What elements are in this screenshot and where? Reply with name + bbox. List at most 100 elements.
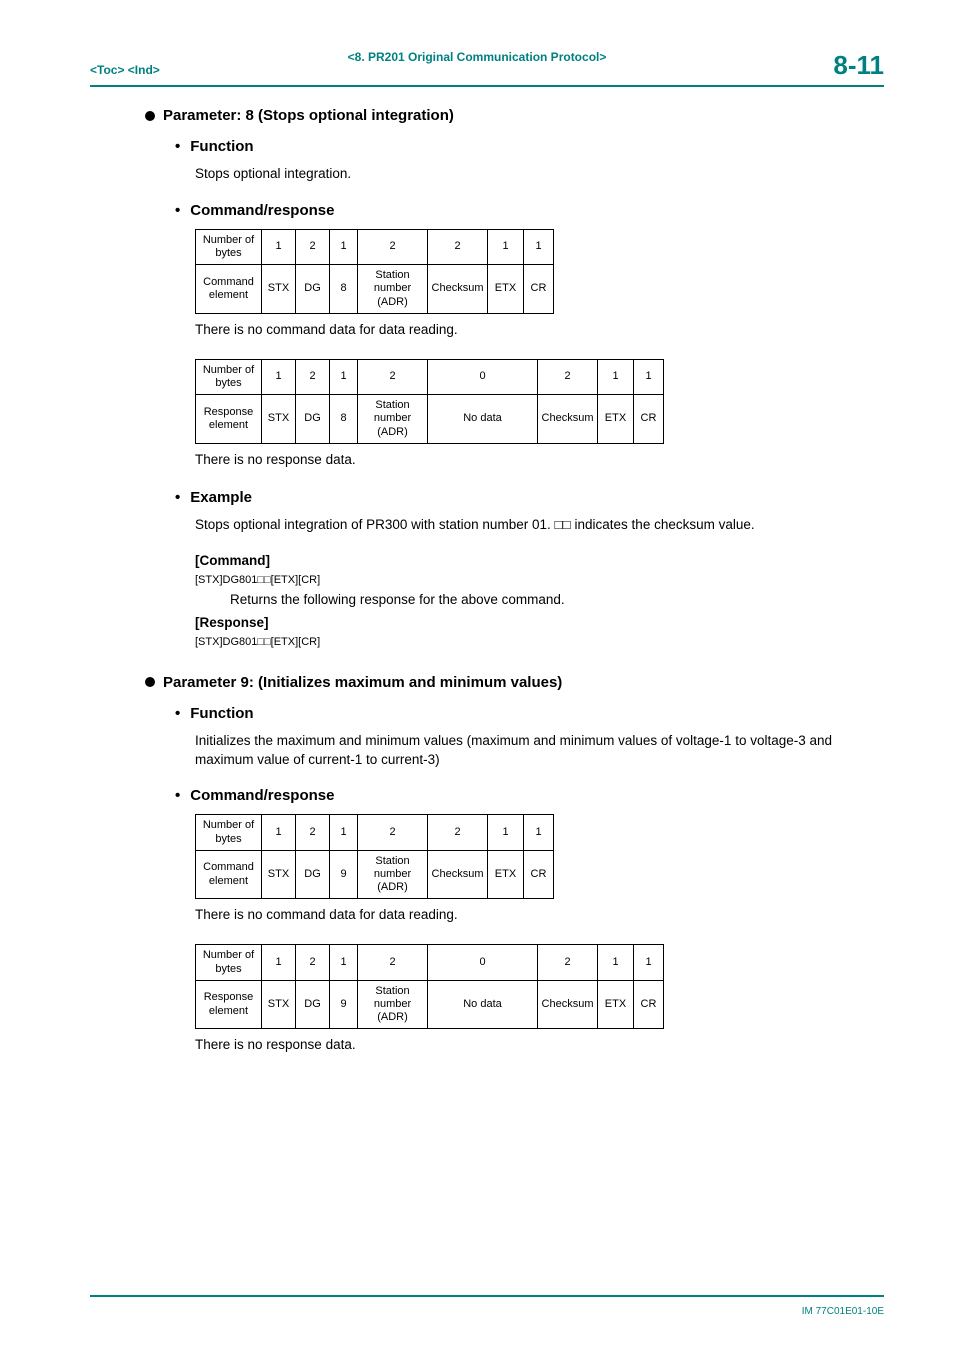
table-cell: 1 bbox=[598, 945, 634, 980]
table-cell: 1 bbox=[330, 945, 358, 980]
table-cell: Command element bbox=[196, 265, 262, 314]
table-cell: STX bbox=[262, 265, 296, 314]
param8-command-table: Number of bytes 1 2 1 2 2 1 1 Command el… bbox=[195, 229, 884, 314]
table-cell: Checksum bbox=[428, 850, 488, 899]
param9-function-heading: Function bbox=[175, 705, 884, 722]
table-cell: 8 bbox=[330, 395, 358, 444]
footer-rule bbox=[90, 1295, 884, 1297]
command-label: [Command] bbox=[195, 553, 884, 568]
param8-function-heading: Function bbox=[175, 138, 884, 155]
table-cell: 1 bbox=[330, 815, 358, 850]
bullet-icon bbox=[145, 677, 155, 687]
table-cell: DG bbox=[296, 980, 330, 1029]
page-number: 8-11 bbox=[833, 50, 884, 81]
table-cell: 1 bbox=[488, 229, 524, 264]
table-cell: 9 bbox=[330, 980, 358, 1029]
table-cell: ETX bbox=[488, 265, 524, 314]
table-cell: 1 bbox=[634, 359, 664, 394]
table-cell: Checksum bbox=[538, 395, 598, 444]
table-cell: ETX bbox=[598, 395, 634, 444]
table-cell: 1 bbox=[330, 359, 358, 394]
param9-cmd-caption: There is no command data for data readin… bbox=[195, 907, 884, 922]
param8-example-heading: Example bbox=[175, 489, 884, 506]
table-cell: CR bbox=[524, 265, 554, 314]
table-cell: Station number (ADR) bbox=[358, 395, 428, 444]
param9-command-table: Number of bytes 1 2 1 2 2 1 1 Command el… bbox=[195, 814, 884, 899]
table-cell: ETX bbox=[488, 850, 524, 899]
response-code: [STX]DG801□□[ETX][CR] bbox=[195, 636, 884, 648]
table-cell: Station number (ADR) bbox=[358, 980, 428, 1029]
param9-cr-heading: Command/response bbox=[175, 787, 884, 804]
table-cell: Number of bytes bbox=[196, 359, 262, 394]
table-cell: 1 bbox=[488, 815, 524, 850]
command-code: [STX]DG801□□[ETX][CR] bbox=[195, 574, 884, 586]
table-cell: 1 bbox=[524, 229, 554, 264]
param8-response-table: Number of bytes 1 2 1 2 0 2 1 1 Response… bbox=[195, 359, 884, 444]
table-cell: 2 bbox=[296, 945, 330, 980]
table-cell: STX bbox=[262, 395, 296, 444]
table-cell: No data bbox=[428, 980, 538, 1029]
param8-title: Parameter: 8 (Stops optional integration… bbox=[145, 107, 884, 124]
table-cell: 2 bbox=[428, 229, 488, 264]
table-cell: 8 bbox=[330, 265, 358, 314]
param9-resp-caption: There is no response data. bbox=[195, 1037, 884, 1052]
table-cell: 2 bbox=[296, 359, 330, 394]
page-header: <Toc> <Ind> <8. PR201 Original Communica… bbox=[90, 50, 884, 87]
table-cell: Number of bytes bbox=[196, 945, 262, 980]
param8-resp-caption: There is no response data. bbox=[195, 452, 884, 467]
table-cell: Checksum bbox=[538, 980, 598, 1029]
table-cell: Station number (ADR) bbox=[358, 850, 428, 899]
param8-cr-heading: Command/response bbox=[175, 202, 884, 219]
table-cell: 2 bbox=[296, 815, 330, 850]
footer-doc-id: IM 77C01E01-10E bbox=[802, 1306, 884, 1317]
table-cell: 0 bbox=[428, 945, 538, 980]
table-cell: Command element bbox=[196, 850, 262, 899]
table-cell: 1 bbox=[262, 945, 296, 980]
table-cell: 2 bbox=[538, 359, 598, 394]
table-cell: DG bbox=[296, 265, 330, 314]
table-cell: 2 bbox=[428, 815, 488, 850]
table-cell: 2 bbox=[296, 229, 330, 264]
table-cell: 2 bbox=[538, 945, 598, 980]
table-cell: 1 bbox=[262, 359, 296, 394]
table-cell: 1 bbox=[598, 359, 634, 394]
table-cell: Response element bbox=[196, 395, 262, 444]
table-cell: No data bbox=[428, 395, 538, 444]
table-cell: Response element bbox=[196, 980, 262, 1029]
param8-cmd-caption: There is no command data for data readin… bbox=[195, 322, 884, 337]
table-cell: 9 bbox=[330, 850, 358, 899]
table-cell: Number of bytes bbox=[196, 815, 262, 850]
table-cell: 2 bbox=[358, 945, 428, 980]
table-cell: DG bbox=[296, 850, 330, 899]
param9-response-table: Number of bytes 1 2 1 2 0 2 1 1 Response… bbox=[195, 944, 884, 1029]
table-cell: 1 bbox=[262, 815, 296, 850]
table-cell: CR bbox=[634, 395, 664, 444]
toc-link[interactable]: <Toc> <Ind> bbox=[90, 63, 160, 77]
chapter-title: <8. PR201 Original Communication Protoco… bbox=[348, 50, 607, 64]
table-cell: DG bbox=[296, 395, 330, 444]
command-return-text: Returns the following response for the a… bbox=[230, 592, 884, 607]
table-cell: CR bbox=[634, 980, 664, 1029]
param9-function-text: Initializes the maximum and minimum valu… bbox=[195, 732, 884, 770]
table-cell: STX bbox=[262, 850, 296, 899]
param9-title-text: Parameter 9: (Initializes maximum and mi… bbox=[163, 674, 562, 691]
table-cell: 1 bbox=[262, 229, 296, 264]
table-cell: 2 bbox=[358, 359, 428, 394]
table-cell: 1 bbox=[634, 945, 664, 980]
param8-title-text: Parameter: 8 (Stops optional integration… bbox=[163, 107, 454, 124]
bullet-icon bbox=[145, 111, 155, 121]
table-cell: ETX bbox=[598, 980, 634, 1029]
table-cell: STX bbox=[262, 980, 296, 1029]
table-cell: 0 bbox=[428, 359, 538, 394]
param8-function-text: Stops optional integration. bbox=[195, 165, 884, 184]
response-label: [Response] bbox=[195, 615, 884, 630]
table-cell: Number of bytes bbox=[196, 229, 262, 264]
table-cell: Checksum bbox=[428, 265, 488, 314]
param8-example-text: Stops optional integration of PR300 with… bbox=[195, 516, 884, 535]
table-cell: 1 bbox=[524, 815, 554, 850]
table-cell: Station number (ADR) bbox=[358, 265, 428, 314]
table-cell: 2 bbox=[358, 229, 428, 264]
table-cell: 2 bbox=[358, 815, 428, 850]
param9-title: Parameter 9: (Initializes maximum and mi… bbox=[145, 674, 884, 691]
table-cell: CR bbox=[524, 850, 554, 899]
